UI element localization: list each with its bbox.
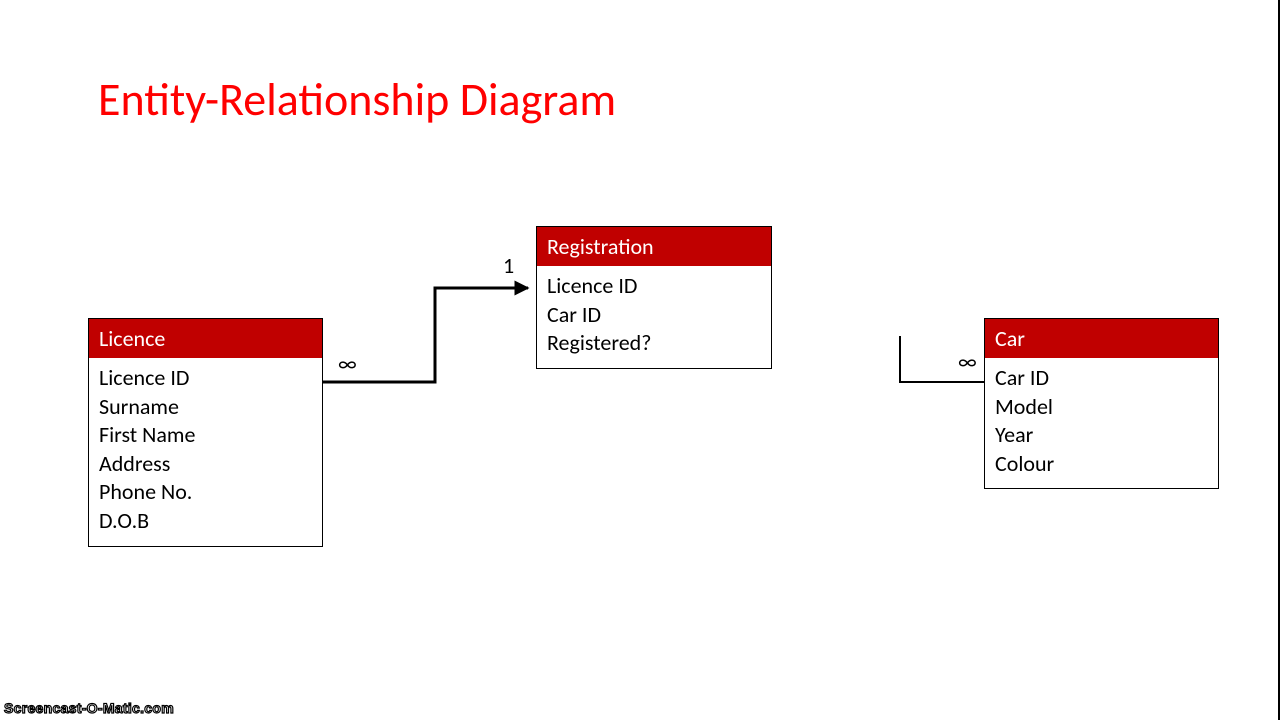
diagram-canvas: { "title": { "text": "Entity-Relationshi… <box>0 0 1280 720</box>
entity-field: Car ID <box>547 301 761 330</box>
entity-licence: LicenceLicence IDSurnameFirst NameAddres… <box>88 318 323 547</box>
entity-field: Licence ID <box>99 364 312 393</box>
cardinality-label: ∞ <box>338 350 357 377</box>
entity-field: Licence ID <box>547 272 761 301</box>
entity-field: Model <box>995 393 1208 422</box>
entity-header-registration: Registration <box>537 227 771 266</box>
page-title: Entity-Relationship Diagram <box>98 72 616 128</box>
entity-header-licence: Licence <box>89 319 322 358</box>
entity-field: Phone No. <box>99 478 312 507</box>
entity-body-licence: Licence IDSurnameFirst NameAddressPhone … <box>89 358 322 546</box>
entity-field: D.O.B <box>99 507 312 536</box>
entity-field: Address <box>99 450 312 479</box>
cardinality-label: 1 <box>503 252 514 279</box>
entity-header-car: Car <box>985 319 1218 358</box>
entity-field: Year <box>995 421 1208 450</box>
watermark: Screencast-O-Matic.com <box>4 700 174 716</box>
entity-body-car: Car IDModelYearColour <box>985 358 1218 488</box>
entity-field: Registered? <box>547 329 761 358</box>
entity-car: CarCar IDModelYearColour <box>984 318 1219 489</box>
entity-registration: RegistrationLicence IDCar IDRegistered? <box>536 226 772 369</box>
entity-field: Car ID <box>995 364 1208 393</box>
entity-field: First Name <box>99 421 312 450</box>
entity-field: Colour <box>995 450 1208 479</box>
cardinality-label: ∞ <box>958 348 977 375</box>
entity-field: Surname <box>99 393 312 422</box>
entity-body-registration: Licence IDCar IDRegistered? <box>537 266 771 368</box>
